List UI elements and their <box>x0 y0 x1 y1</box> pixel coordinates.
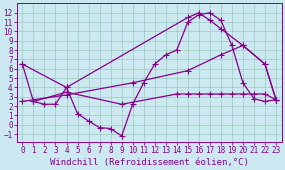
X-axis label: Windchill (Refroidissement éolien,°C): Windchill (Refroidissement éolien,°C) <box>50 158 249 167</box>
